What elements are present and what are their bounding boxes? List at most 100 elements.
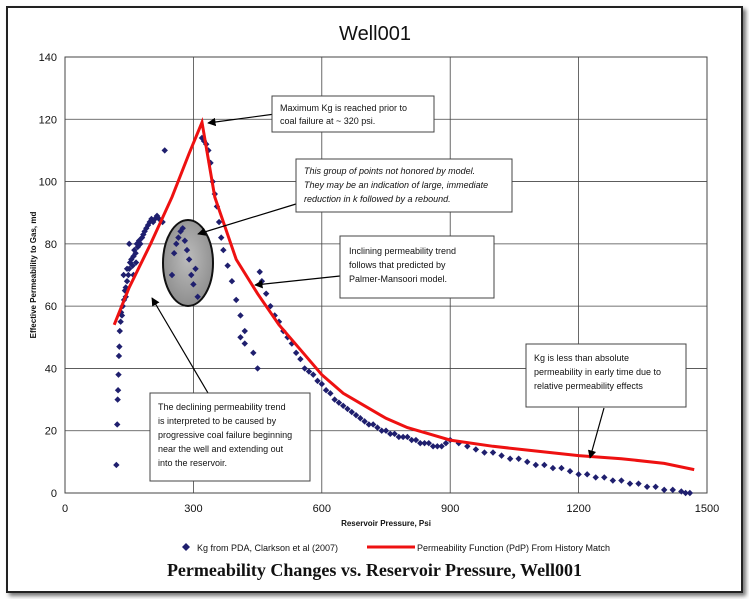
y-tick-label: 60	[45, 301, 57, 313]
data-point	[254, 365, 261, 372]
data-point	[138, 234, 146, 241]
legend: Kg from PDA, Clarkson et al (2007) Perme…	[182, 543, 610, 553]
y-tick-label: 0	[51, 488, 57, 500]
x-tick-label: 0	[62, 503, 68, 515]
annotation-max-kg: Maximum Kg is reached prior to coal failu…	[271, 95, 435, 133]
data-point	[185, 256, 193, 263]
data-point	[566, 468, 574, 475]
data-point	[115, 352, 123, 360]
data-point	[250, 349, 257, 357]
annotation-declining-line: The declining permeability trend	[158, 402, 286, 412]
data-point	[357, 415, 364, 422]
data-point	[228, 278, 236, 285]
data-point	[404, 433, 411, 441]
arrow-declining	[151, 297, 209, 394]
data-point	[669, 486, 676, 494]
data-point	[678, 488, 685, 495]
data-point	[192, 265, 199, 272]
data-point	[686, 489, 694, 497]
data-point	[181, 237, 189, 244]
annotation-kg-less-line: permeability in early time due to	[534, 367, 661, 377]
data-point	[374, 424, 381, 431]
data-point	[352, 411, 360, 419]
legend-label-line: Permeability Function (PdP) From History…	[417, 543, 610, 553]
data-point	[314, 377, 321, 385]
y-ticks: 0 20 40 60 80 100 120 140	[39, 52, 57, 500]
data-point	[583, 471, 591, 478]
annotation-declining-line: is interpreted to be caused by	[158, 416, 277, 426]
x-tick-label: 900	[441, 503, 459, 515]
data-point	[115, 371, 122, 378]
data-point	[301, 365, 308, 372]
data-point	[126, 240, 133, 248]
data-point	[218, 234, 225, 241]
annotation-max-kg-line: Maximum Kg is reached prior to	[280, 103, 407, 113]
data-point	[237, 312, 244, 319]
data-point	[179, 225, 186, 232]
data-point	[331, 396, 338, 403]
legend-label-scatter: Kg from PDA, Clarkson et al (2007)	[197, 543, 338, 553]
annotation-inclining-line: Palmer-Mansoori model.	[349, 274, 447, 284]
data-point	[661, 486, 668, 494]
data-point	[224, 262, 231, 269]
data-point	[131, 246, 138, 254]
annotation-inclining-line: Inclining permeability trend	[349, 246, 456, 256]
data-point	[241, 327, 248, 335]
data-point	[137, 240, 144, 248]
y-tick-label: 20	[45, 426, 57, 438]
data-point	[220, 246, 227, 254]
annotation-not-honored-line: This group of points not honored by mode…	[304, 166, 475, 176]
data-point	[348, 408, 355, 416]
plot-area	[64, 56, 708, 494]
annotation-max-kg-line: coal failure at ~ 320 psi.	[280, 116, 375, 126]
data-point	[682, 489, 689, 497]
data-point	[549, 464, 557, 472]
data-point	[168, 271, 176, 279]
data-point	[120, 271, 127, 279]
data-point	[114, 421, 121, 428]
data-point	[117, 318, 124, 325]
data-point	[618, 477, 625, 484]
data-point	[601, 474, 608, 481]
data-point	[116, 343, 123, 350]
data-point	[132, 259, 140, 266]
data-point	[175, 234, 182, 241]
arrow-max-kg	[207, 113, 276, 127]
data-point	[391, 430, 398, 438]
data-point	[434, 443, 441, 450]
arrow-not-honored	[197, 203, 297, 236]
arrow-inclining	[254, 275, 341, 289]
data-point	[215, 218, 223, 226]
data-point	[113, 461, 120, 469]
data-point	[369, 421, 377, 428]
data-point	[643, 483, 651, 490]
data-point	[408, 436, 415, 444]
data-point	[361, 418, 368, 425]
data-point	[116, 327, 123, 335]
data-point	[399, 433, 407, 441]
data-point	[506, 455, 514, 462]
data-point	[194, 293, 201, 300]
svg-text:Maximum Kg is reached prior to: Maximum Kg is reached prior to coal failu…	[280, 103, 407, 126]
data-point	[425, 439, 432, 447]
data-point	[237, 334, 244, 341]
data-point	[498, 452, 505, 459]
annotation-kg-less: Kg is less than absolute permeability in …	[525, 343, 687, 408]
data-point	[387, 430, 394, 438]
data-point	[310, 371, 317, 378]
svg-text:The declining permeability tre: The declining permeability trend is inter…	[158, 402, 292, 468]
highlight-ellipse	[162, 219, 214, 307]
data-point	[297, 355, 304, 363]
annotation-inclining-line: follows that predicted by	[349, 260, 446, 270]
data-point	[524, 458, 531, 466]
data-point	[241, 340, 248, 347]
data-point	[575, 471, 582, 478]
x-tick-label: 1200	[566, 503, 590, 515]
annotation-kg-less-line: Kg is less than absolute	[534, 353, 629, 363]
data-point	[481, 449, 488, 456]
data-point	[123, 265, 131, 272]
annotation-not-honored-line: They may be an indication of large, imme…	[304, 180, 488, 190]
data-point	[515, 455, 522, 462]
data-point	[262, 290, 270, 297]
data-point	[344, 405, 351, 413]
